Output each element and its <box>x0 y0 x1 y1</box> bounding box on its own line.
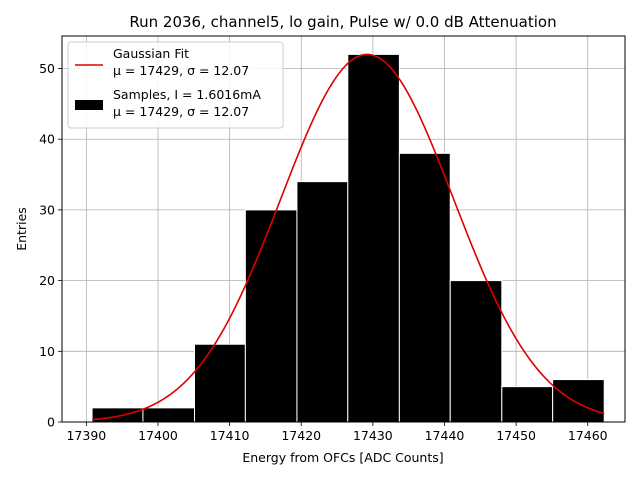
histogram-bar <box>552 379 605 423</box>
legend-fit-label-line2: μ = 17429, σ = 12.07 <box>113 63 249 78</box>
legend-box <box>67 41 284 129</box>
y-tick-label: 10 <box>39 344 55 359</box>
histogram-bar <box>244 209 298 423</box>
legend-samples-label-line1: Samples, I = 1.6016mA <box>113 87 261 102</box>
y-tick-label: 20 <box>39 273 55 288</box>
gaussian-fit-curve <box>92 53 605 421</box>
histogram-bars <box>91 53 605 423</box>
x-tick-label: 17460 <box>568 428 608 443</box>
histogram-bar <box>194 343 246 423</box>
y-tick-label: 50 <box>39 61 55 76</box>
histogram-bar <box>142 407 196 423</box>
y-axis-label: Entries <box>14 207 29 251</box>
axes-frame <box>61 35 626 423</box>
plot-area: 17390 17400 17410 17420 17430 17440 17450 17460… <box>39 35 626 443</box>
x-tick-label: 17450 <box>496 428 536 443</box>
x-tick-label: 17440 <box>425 428 465 443</box>
x-tick-label: 17410 <box>210 428 250 443</box>
legend-fit-label-line1: Gaussian Fit <box>113 46 189 61</box>
x-tick-label: 17420 <box>281 428 321 443</box>
x-tick-label: 17390 <box>66 428 106 443</box>
x-axis-ticks: 17390 17400 17410 17420 17430 17440 17450 17460 <box>66 422 608 443</box>
y-axis-ticks: 0 10 20 30 40 50 <box>39 61 62 430</box>
histogram-bar <box>449 280 503 423</box>
x-tick-label: 17430 <box>353 428 393 443</box>
histogram-bar <box>501 386 554 423</box>
legend-samples-label-line2: μ = 17429, σ = 12.07 <box>113 104 249 119</box>
x-axis-label: Energy from OFCs [ADC Counts] <box>242 450 443 465</box>
histogram-bar <box>91 407 144 423</box>
chart-title: Run 2036, channel5, lo gain, Pulse w/ 0.… <box>129 13 556 31</box>
histogram-bar <box>296 181 349 423</box>
legend-samples-swatch <box>75 100 103 110</box>
y-tick-label: 40 <box>39 132 55 147</box>
histogram-bar <box>398 152 451 423</box>
legend: Gaussian Fit μ = 17429, σ = 12.07 Sample… <box>67 41 284 129</box>
histogram-bar <box>347 53 400 423</box>
y-tick-label: 0 <box>47 415 55 430</box>
y-tick-label: 30 <box>39 202 55 217</box>
x-tick-label: 17400 <box>138 428 178 443</box>
